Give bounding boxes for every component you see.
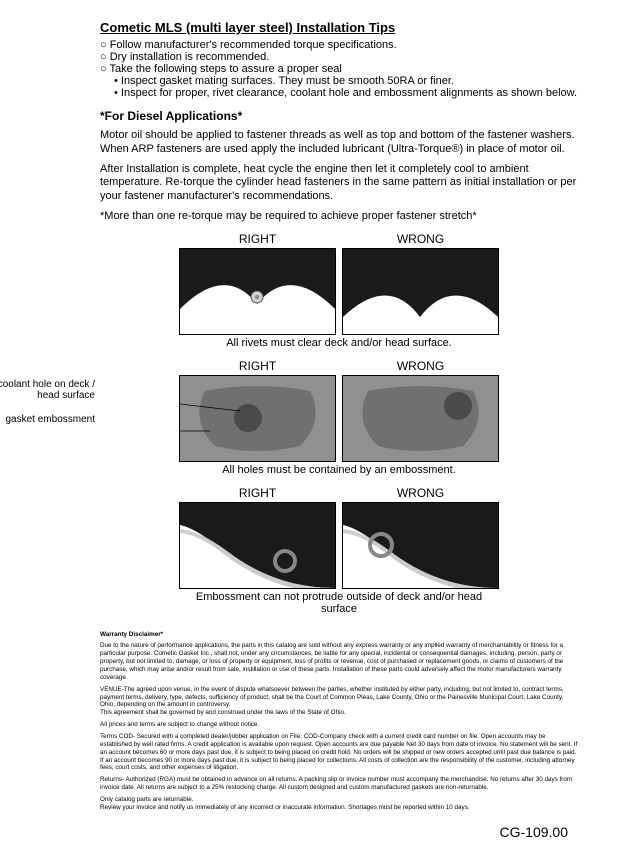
wrong-label: WRONG — [342, 359, 499, 373]
wrong-label: WRONG — [342, 486, 499, 500]
warranty-disclaimer: Warranty Disclaimer* Due to the nature o… — [100, 631, 578, 812]
warranty-p: Only catalog parts are returnable. Revie… — [100, 796, 578, 812]
bullet-item: Dry installation is recommended. — [100, 51, 578, 63]
sub-bullet-item: Inspect for proper, rivet clearance, coo… — [114, 87, 578, 99]
body-text: After Installation is complete, heat cyc… — [100, 163, 578, 204]
caption-3: Embossment can not protrude outside of d… — [179, 591, 499, 615]
footer-code: CG-109.00 — [100, 824, 578, 840]
page-title: Cometic MLS (multi layer steel) Installa… — [100, 20, 578, 35]
hole-right-diagram — [179, 375, 336, 462]
warranty-p: VENUE-The agreed upon venue, in the even… — [100, 686, 578, 717]
diagram-row-protrude: RIGHT WRONG — [100, 486, 578, 615]
bullet-list: Follow manufacturer's recommended torque… — [100, 39, 578, 99]
section-heading: *For Diesel Applications* — [100, 109, 578, 123]
wrong-label: WRONG — [342, 232, 499, 246]
warranty-p: Returns- Authorized (RGA) must be obtain… — [100, 776, 578, 792]
caption-2: All holes must be contained by an emboss… — [100, 464, 578, 476]
page: Cometic MLS (multi layer steel) Installa… — [0, 0, 618, 860]
right-label: RIGHT — [179, 486, 336, 500]
diagram-row-holes: coolant hole on deck / head surface gask… — [100, 359, 578, 476]
diagram-row-rivets: RIGHT WRONG — [100, 232, 578, 349]
bullet-item: Take the following steps to assure a pro… — [100, 63, 578, 99]
body-text: Motor oil should be applied to fastener … — [100, 129, 578, 157]
caption-1: All rivets must clear deck and/or head s… — [100, 337, 578, 349]
side-label-emboss: gasket embossment — [0, 414, 95, 425]
protrude-wrong-diagram — [342, 502, 499, 589]
protrude-right-diagram — [179, 502, 336, 589]
body-text: *More than one re-torque may be required… — [100, 210, 578, 224]
bullet-item: Follow manufacturer's recommended torque… — [100, 39, 578, 51]
right-label: RIGHT — [179, 359, 336, 373]
sub-bullet-item: Inspect gasket mating surfaces. They mus… — [114, 75, 578, 87]
warranty-p: Due to the nature of performance applica… — [100, 642, 578, 681]
warranty-p: Terms COD- Secured with a completed deal… — [100, 733, 578, 772]
rivet-wrong-diagram — [342, 248, 499, 335]
warranty-title: Warranty Disclaimer* — [100, 631, 163, 638]
hole-wrong-diagram — [342, 375, 499, 462]
warranty-p: All prices and terms are subject to chan… — [100, 721, 578, 729]
side-label-coolant: coolant hole on deck / head surface — [0, 379, 95, 401]
right-label: RIGHT — [179, 232, 336, 246]
rivet-right-diagram — [179, 248, 336, 335]
